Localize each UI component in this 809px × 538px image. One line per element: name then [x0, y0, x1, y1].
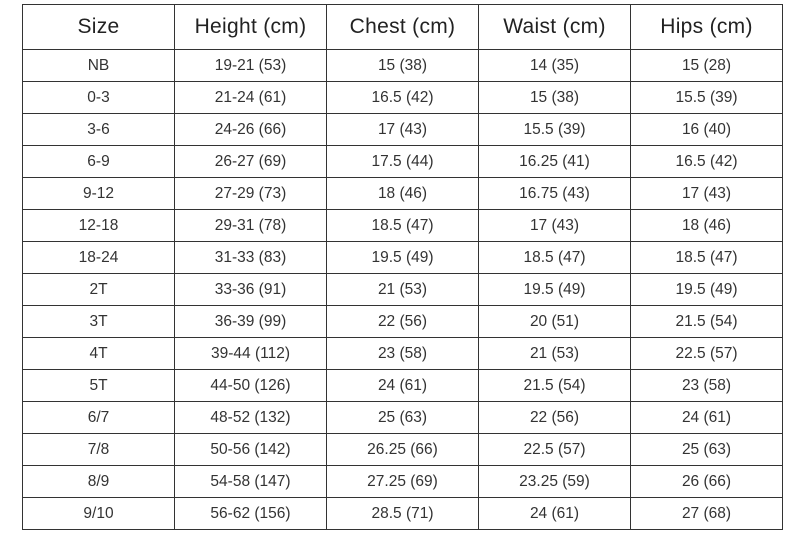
hips-cell: 18 (46): [630, 209, 783, 242]
height-cell: 39-44 (112): [174, 337, 327, 370]
height-cell: 27-29 (73): [174, 177, 327, 210]
height-cell: 33-36 (91): [174, 273, 327, 306]
waist-cell: 22 (56): [478, 401, 631, 434]
hips-cell: 23 (58): [630, 369, 783, 402]
hips-cell: 19.5 (49): [630, 273, 783, 306]
size-cell: 7/8: [22, 433, 175, 466]
waist-cell: 20 (51): [478, 305, 631, 338]
size-cell: 4T: [22, 337, 175, 370]
size-cell: 3T: [22, 305, 175, 338]
waist-cell: 16.75 (43): [478, 177, 631, 210]
waist-cell: 18.5 (47): [478, 241, 631, 274]
chest-cell: 17.5 (44): [326, 145, 479, 178]
size-cell: 6-9: [22, 145, 175, 178]
table-header: Size Height (cm) Chest (cm) Waist (cm) H…: [22, 4, 783, 50]
height-cell: 19-21 (53): [174, 49, 327, 82]
chest-cell: 19.5 (49): [326, 241, 479, 274]
table-row: 8/9 54-58 (147) 27.25 (69) 23.25 (59) 26 (66…: [22, 465, 783, 498]
size-cell: NB: [22, 49, 175, 82]
hips-cell: 26 (66): [630, 465, 783, 498]
chest-cell: 17 (43): [326, 113, 479, 146]
hips-cell: 16.5 (42): [630, 145, 783, 178]
waist-cell: 21.5 (54): [478, 369, 631, 402]
chest-cell: 26.25 (66): [326, 433, 479, 466]
size-cell: 8/9: [22, 465, 175, 498]
height-cell: 31-33 (83): [174, 241, 327, 274]
waist-cell: 24 (61): [478, 497, 631, 530]
chest-cell: 27.25 (69): [326, 465, 479, 498]
waist-cell: 22.5 (57): [478, 433, 631, 466]
table-row: 6-9 26-27 (69) 17.5 (44) 16.25 (41) 16.5 (42…: [22, 145, 783, 178]
waist-cell: 15 (38): [478, 81, 631, 114]
size-cell: 6/7: [22, 401, 175, 434]
size-cell: 2T: [22, 273, 175, 306]
size-chart-table: Size Height (cm) Chest (cm) Waist (cm) H…: [22, 4, 783, 530]
table-row: NB 19-21 (53) 15 (38) 14 (35) 15 (28): [22, 49, 783, 82]
table-row: 5T 44-50 (126) 24 (61) 21.5 (54) 23 (58): [22, 369, 783, 402]
chest-cell: 21 (53): [326, 273, 479, 306]
column-header-height: Height (cm): [174, 4, 327, 50]
height-cell: 29-31 (78): [174, 209, 327, 242]
table-row: 2T 33-36 (91) 21 (53) 19.5 (49) 19.5 (49): [22, 273, 783, 306]
table-body: NB 19-21 (53) 15 (38) 14 (35) 15 (28) 0-3 21-2…: [22, 49, 783, 530]
size-cell: 3-6: [22, 113, 175, 146]
table-row: 6/7 48-52 (132) 25 (63) 22 (56) 24 (61): [22, 401, 783, 434]
column-header-waist: Waist (cm): [478, 4, 631, 50]
height-cell: 36-39 (99): [174, 305, 327, 338]
height-cell: 50-56 (142): [174, 433, 327, 466]
height-cell: 56-62 (156): [174, 497, 327, 530]
height-cell: 26-27 (69): [174, 145, 327, 178]
waist-cell: 15.5 (39): [478, 113, 631, 146]
column-header-size: Size: [22, 4, 175, 50]
chest-cell: 24 (61): [326, 369, 479, 402]
waist-cell: 17 (43): [478, 209, 631, 242]
table-row: 7/8 50-56 (142) 26.25 (66) 22.5 (57) 25 (63): [22, 433, 783, 466]
height-cell: 21-24 (61): [174, 81, 327, 114]
chest-cell: 23 (58): [326, 337, 479, 370]
chest-cell: 22 (56): [326, 305, 479, 338]
hips-cell: 27 (68): [630, 497, 783, 530]
size-cell: 9/10: [22, 497, 175, 530]
table-row: 18-24 31-33 (83) 19.5 (49) 18.5 (47) 18.5 (4…: [22, 241, 783, 274]
hips-cell: 17 (43): [630, 177, 783, 210]
waist-cell: 19.5 (49): [478, 273, 631, 306]
column-header-chest: Chest (cm): [326, 4, 479, 50]
table-row: 9-12 27-29 (73) 18 (46) 16.75 (43) 17 (43): [22, 177, 783, 210]
size-cell: 5T: [22, 369, 175, 402]
hips-cell: 22.5 (57): [630, 337, 783, 370]
hips-cell: 18.5 (47): [630, 241, 783, 274]
table-row: 12-18 29-31 (78) 18.5 (47) 17 (43) 18 (46): [22, 209, 783, 242]
waist-cell: 23.25 (59): [478, 465, 631, 498]
table-row: 9/10 56-62 (156) 28.5 (71) 24 (61) 27 (68): [22, 497, 783, 530]
table-row: 0-3 21-24 (61) 16.5 (42) 15 (38) 15.5 (39): [22, 81, 783, 114]
height-cell: 24-26 (66): [174, 113, 327, 146]
table-row: 3T 36-39 (99) 22 (56) 20 (51) 21.5 (54): [22, 305, 783, 338]
chest-cell: 16.5 (42): [326, 81, 479, 114]
waist-cell: 21 (53): [478, 337, 631, 370]
table-row: 4T 39-44 (112) 23 (58) 21 (53) 22.5 (57): [22, 337, 783, 370]
hips-cell: 16 (40): [630, 113, 783, 146]
size-cell: 18-24: [22, 241, 175, 274]
height-cell: 48-52 (132): [174, 401, 327, 434]
size-cell: 9-12: [22, 177, 175, 210]
hips-cell: 15 (28): [630, 49, 783, 82]
chest-cell: 18 (46): [326, 177, 479, 210]
chest-cell: 18.5 (47): [326, 209, 479, 242]
waist-cell: 16.25 (41): [478, 145, 631, 178]
waist-cell: 14 (35): [478, 49, 631, 82]
chest-cell: 15 (38): [326, 49, 479, 82]
table-row: 3-6 24-26 (66) 17 (43) 15.5 (39) 16 (40): [22, 113, 783, 146]
size-cell: 12-18: [22, 209, 175, 242]
size-cell: 0-3: [22, 81, 175, 114]
hips-cell: 21.5 (54): [630, 305, 783, 338]
hips-cell: 25 (63): [630, 433, 783, 466]
column-header-hips: Hips (cm): [630, 4, 783, 50]
height-cell: 44-50 (126): [174, 369, 327, 402]
hips-cell: 24 (61): [630, 401, 783, 434]
hips-cell: 15.5 (39): [630, 81, 783, 114]
header-row: Size Height (cm) Chest (cm) Waist (cm) H…: [22, 4, 783, 50]
chest-cell: 25 (63): [326, 401, 479, 434]
height-cell: 54-58 (147): [174, 465, 327, 498]
chest-cell: 28.5 (71): [326, 497, 479, 530]
